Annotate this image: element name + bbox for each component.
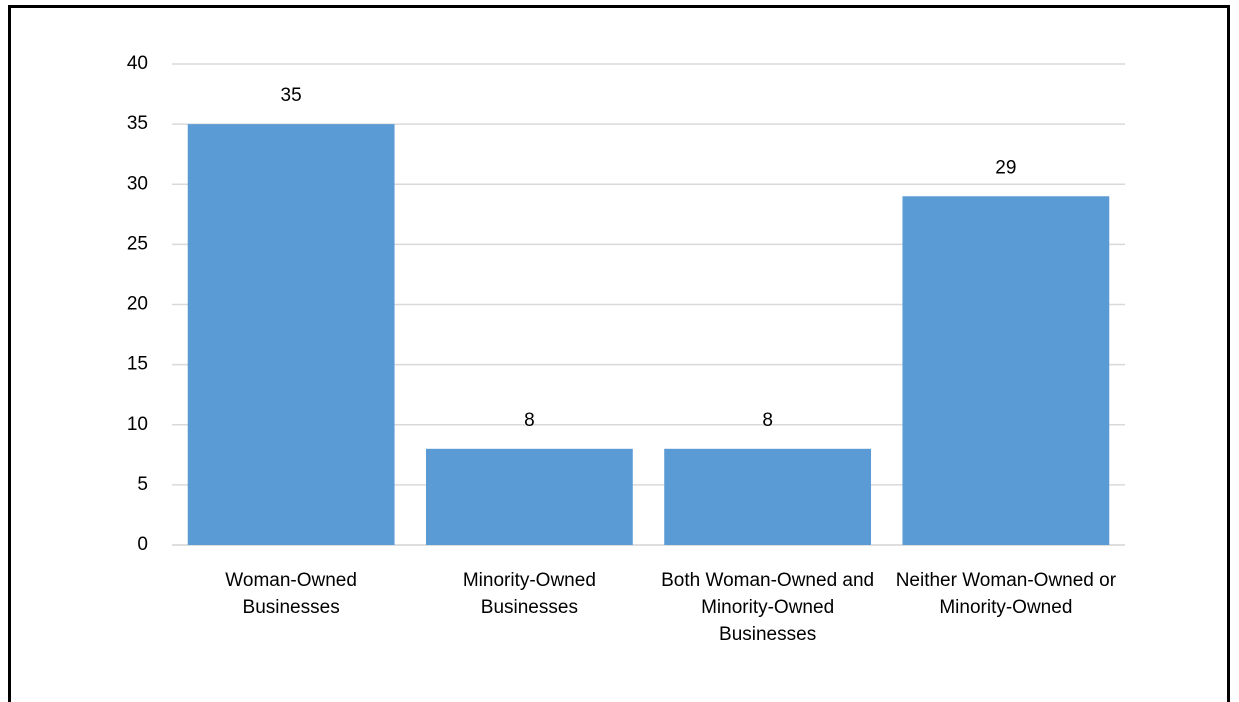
x-tick-label: Woman-Owned Businesses: [225, 570, 357, 618]
y-tick-label: 10: [127, 414, 148, 435]
x-tick-label: Both Woman-Owned and Minority-Owned Busi…: [661, 570, 875, 645]
bar: [664, 448, 872, 545]
y-tick-label: 40: [127, 53, 148, 74]
data-label: 8: [524, 410, 535, 431]
x-tick-label: Minority-Owned Businesses: [462, 570, 596, 618]
data-label: 35: [281, 85, 302, 106]
y-tick-label: 35: [127, 113, 148, 134]
bar: [187, 124, 395, 545]
y-tick-label: 25: [127, 233, 148, 254]
y-tick-label: 30: [127, 173, 148, 194]
bar: [425, 448, 633, 545]
data-label: 8: [762, 410, 773, 431]
x-tick-label: Neither Woman-Owned or Minority-Owned: [895, 570, 1117, 618]
y-tick-label: 15: [127, 354, 148, 375]
frame: [8, 5, 1230, 702]
y-tick-label: 5: [137, 474, 148, 495]
y-tick-label: 0: [137, 534, 148, 555]
data-label: 29: [995, 157, 1016, 178]
bar: [902, 196, 1110, 545]
y-tick-label: 20: [127, 294, 148, 315]
